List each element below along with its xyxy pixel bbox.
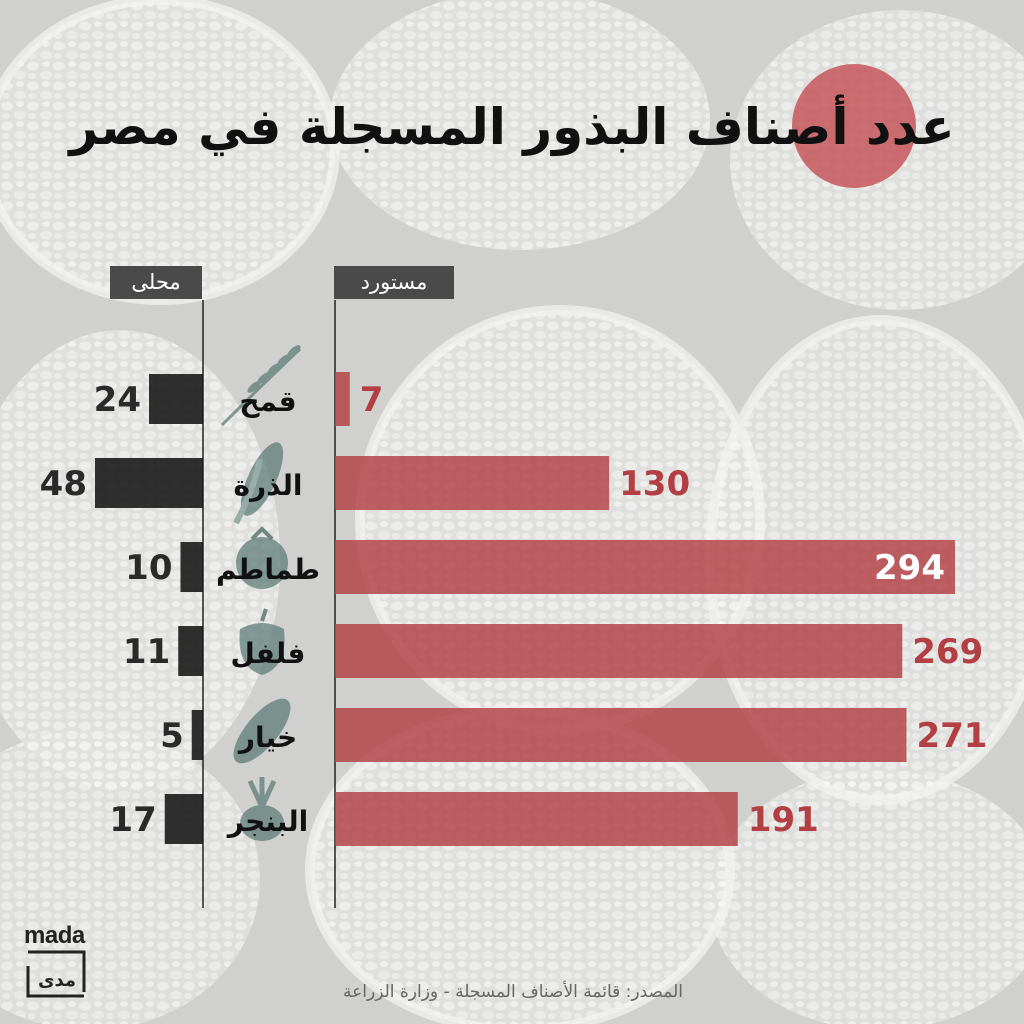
chart-title: عدد أصناف البذور المسجلة في مصر — [69, 98, 955, 156]
wheat-icon — [220, 345, 302, 427]
local-bar — [95, 458, 203, 508]
logo-latin: mada — [24, 922, 85, 949]
legend-imported: مستورد — [334, 266, 454, 299]
local-value-label: 17 — [109, 800, 156, 840]
logo-arabic: مدى — [38, 970, 76, 991]
pepper-icon — [239, 608, 285, 675]
category-label: الذرة — [234, 469, 303, 502]
imported-value-label: 269 — [912, 632, 983, 672]
imported-bar — [335, 624, 903, 678]
imported-bar — [335, 372, 350, 426]
local-value-label: 48 — [40, 464, 87, 504]
corn-icon — [233, 442, 284, 525]
category-label: طماطم — [216, 553, 320, 586]
imported-value-label: 130 — [619, 464, 690, 504]
mada-logo: mada مدى — [24, 924, 90, 1004]
local-bar — [178, 626, 203, 676]
category-label: خيار — [237, 721, 297, 754]
legend-local: محلى — [110, 266, 202, 299]
local-bar — [180, 542, 203, 592]
imported-bar — [335, 708, 907, 762]
local-value-label: 10 — [125, 548, 172, 588]
imported-bar — [335, 456, 610, 510]
tomato-icon — [236, 526, 288, 589]
beet-icon — [240, 777, 284, 841]
cucumber-icon — [233, 698, 291, 764]
imported-value-label: 7 — [360, 380, 384, 420]
local-value-label: 11 — [123, 632, 170, 672]
imported-bar — [335, 540, 955, 594]
imported-value-label: 294 — [874, 548, 945, 588]
category-label: البنجر — [226, 805, 309, 838]
category-label: فلفل — [231, 637, 306, 670]
local-bar — [191, 710, 203, 760]
logo-mark: مدى — [26, 950, 86, 998]
imported-value-label: 271 — [916, 716, 987, 756]
category-label: قمح — [239, 385, 296, 418]
accent-circle — [792, 64, 916, 188]
local-bar — [149, 374, 203, 424]
local-bar — [164, 794, 203, 844]
imported-value-label: 191 — [748, 800, 819, 840]
source-note: المصدر: قائمة الأصناف المسجلة - وزارة ال… — [343, 982, 683, 1002]
local-value-label: 5 — [160, 716, 184, 756]
imported-bar — [335, 792, 738, 846]
local-value-label: 24 — [94, 380, 141, 420]
